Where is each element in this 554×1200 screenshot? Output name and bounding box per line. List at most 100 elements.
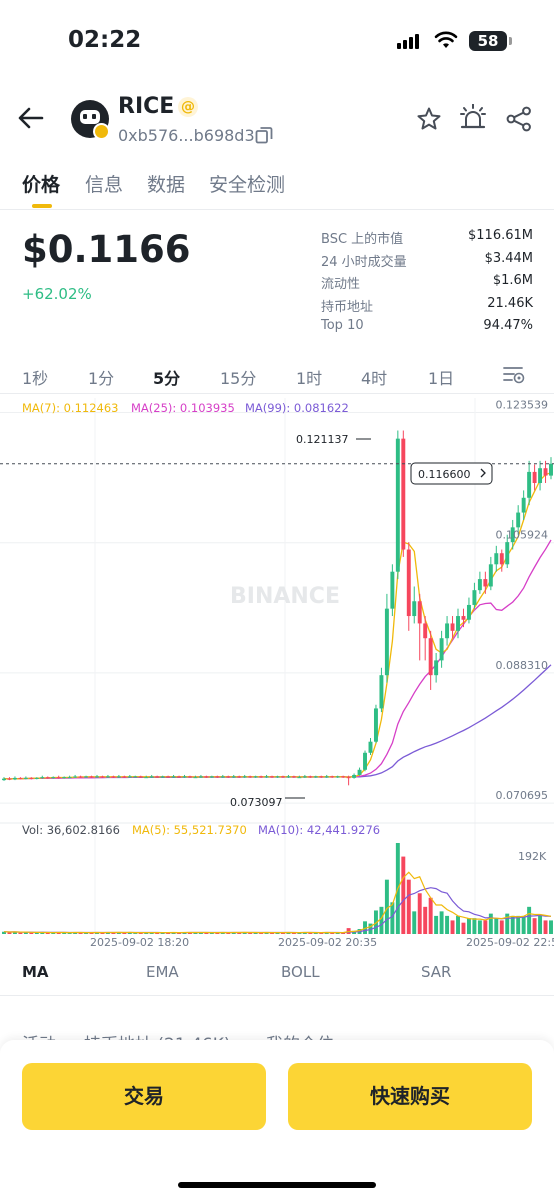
volume-bar	[78, 932, 83, 934]
volume-bar	[291, 932, 296, 934]
price-alert-icon[interactable]	[460, 104, 486, 132]
candle-body	[516, 512, 521, 528]
candle-body	[395, 438, 400, 572]
candle-body	[253, 776, 258, 778]
volume-bar	[499, 920, 504, 934]
candle-body	[538, 468, 543, 483]
timeframe-5m[interactable]: 5分	[153, 369, 181, 388]
timeframe-1m[interactable]: 1分	[88, 369, 115, 388]
candle-body	[521, 497, 526, 513]
volume-ma10-value: MA(10): 42,441.9276	[258, 823, 381, 837]
tab-data[interactable]: 数据	[147, 174, 186, 196]
token-name: RICE	[118, 94, 175, 119]
candle-body	[62, 777, 67, 779]
candle-body	[275, 776, 280, 778]
share-icon[interactable]	[506, 106, 532, 132]
volume-bar	[428, 897, 433, 934]
volume-bar	[160, 932, 165, 934]
candle-body	[352, 774, 357, 778]
timeframe-15m[interactable]: 15分	[220, 369, 257, 388]
candle-body	[204, 776, 209, 778]
candle-body	[259, 776, 264, 778]
candle-body	[193, 777, 198, 779]
home-indicator	[178, 1182, 376, 1188]
volume-bar	[532, 918, 537, 934]
candle-body	[226, 776, 231, 778]
volume-bar	[177, 932, 182, 934]
candle-body	[308, 776, 313, 778]
candle-body	[291, 776, 296, 778]
candle-body	[445, 623, 450, 639]
volume-bar	[138, 932, 143, 934]
y-tick-label: 0.105924	[496, 529, 549, 542]
quick-buy-button[interactable]: 快速购买	[288, 1063, 532, 1130]
candle-body	[461, 616, 466, 620]
timeframe-1h[interactable]: 1时	[296, 369, 323, 388]
candle-body	[100, 776, 105, 778]
timeframe-1d[interactable]: 1日	[428, 369, 455, 388]
wifi-icon	[434, 31, 458, 48]
candle-body	[510, 527, 515, 543]
ma7-value: MA(7): 0.112463	[22, 401, 119, 415]
indicator-ema[interactable]: EMA	[146, 963, 179, 981]
ma7-path	[3, 472, 552, 780]
candle-body	[543, 468, 548, 476]
tab-info[interactable]: 信息	[85, 174, 124, 196]
copy-icon[interactable]	[255, 126, 273, 144]
volume-bar	[483, 920, 488, 934]
indicator-ma[interactable]: MA	[22, 963, 49, 981]
current-price-label: 0.116600	[418, 468, 471, 481]
volume-bar	[248, 932, 253, 934]
volume-bar	[209, 932, 214, 934]
chart-settings-icon[interactable]	[502, 365, 526, 385]
binance-watermark: BINANCE	[230, 584, 340, 609]
volume-bar	[510, 915, 515, 934]
back-arrow-icon[interactable]	[18, 106, 44, 130]
cellular-signal-icon	[397, 33, 423, 49]
volume-bar	[521, 915, 526, 934]
indicator-sar[interactable]: SAR	[421, 963, 452, 981]
volume-bar	[401, 856, 406, 934]
tab-price[interactable]: 价格	[22, 174, 61, 196]
y-tick-label: 0.123539	[496, 398, 549, 411]
stat-value: $116.61M	[468, 228, 533, 243]
volume-bar	[89, 932, 94, 934]
timeframe-1s[interactable]: 1秒	[22, 369, 49, 388]
indicator-boll[interactable]: BOLL	[281, 963, 320, 981]
ma99-path	[3, 664, 552, 780]
candle-body	[346, 777, 351, 779]
candle-body	[357, 769, 362, 775]
candle-body	[18, 777, 23, 779]
candle-body	[215, 776, 220, 778]
timeframe-4h[interactable]: 4时	[361, 369, 388, 388]
indicator-tabs: MA EMA BOLL SAR	[0, 950, 554, 996]
ma25-value: MA(25): 0.103935	[131, 401, 235, 415]
volume-ma5-line	[3, 871, 552, 934]
volume-bar	[281, 932, 285, 934]
candle-body	[242, 776, 247, 778]
ma99-value: MA(99): 0.081622	[245, 401, 349, 415]
ma99-line	[3, 664, 552, 780]
ma7-line	[3, 472, 552, 780]
volume-bar	[477, 920, 482, 934]
at-mention-icon[interactable]: @	[178, 97, 198, 117]
trade-button[interactable]: 交易	[22, 1063, 266, 1130]
favorite-star-icon[interactable]	[416, 106, 442, 132]
stat-row: 持币地址 21.46K	[321, 296, 533, 319]
candle-body	[171, 776, 176, 778]
volume-bar	[193, 932, 198, 934]
status-time: 02:22	[68, 27, 142, 53]
candle-body	[84, 776, 89, 778]
volume-bar	[379, 906, 384, 934]
stat-label: 持币地址	[321, 299, 374, 315]
stat-value: $3.44M	[484, 250, 533, 266]
candle-body	[237, 776, 242, 778]
volume-bar	[341, 932, 346, 934]
price-chart[interactable]: BINANCE 0.123539 0.105924 0.088310 0.070695…	[0, 398, 554, 950]
volume-bar	[237, 932, 242, 934]
volume-bar	[7, 932, 12, 934]
tab-security-check[interactable]: 安全检测	[209, 174, 286, 196]
volume-bar	[505, 913, 510, 934]
volume-bar	[297, 932, 302, 934]
candle-body	[527, 471, 532, 498]
